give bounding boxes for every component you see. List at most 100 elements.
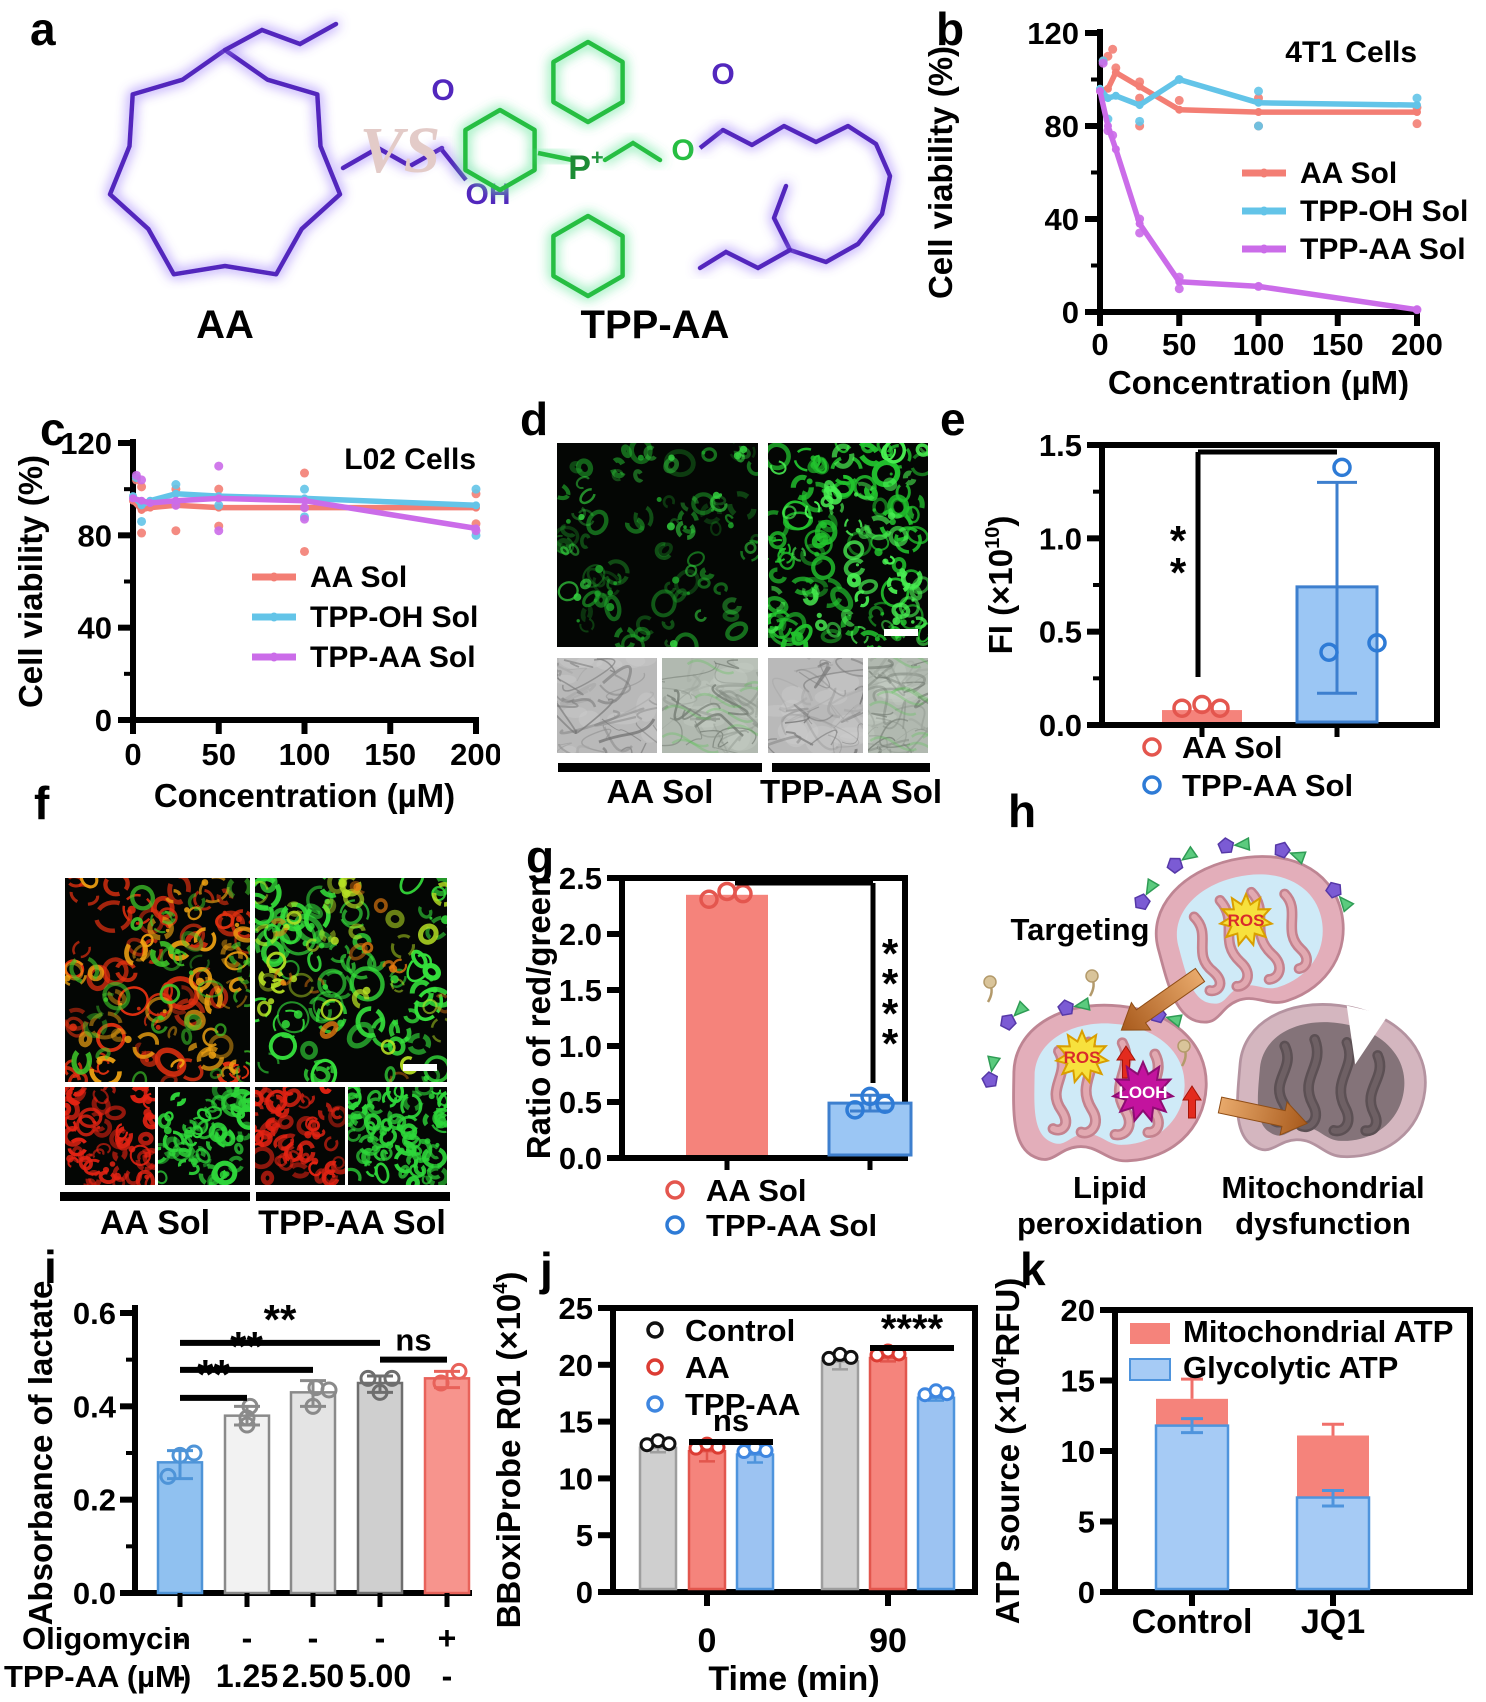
significance-e: ** [1170, 449, 1337, 677]
fluorescence-image [255, 878, 447, 1082]
svg-text:*: * [1170, 549, 1187, 596]
panel-j-bboxiprobe-bar: 0 5 10 15 20 25 BBoxiProbe R01 (×104) 0 90 Contro… [480, 1235, 980, 1702]
svg-text:*: * [1170, 517, 1187, 564]
k-bar-jq1: JQ1 [1295, 1422, 1371, 1641]
tpp-aa-molecule-icon [1000, 1000, 1030, 1031]
process-arrow-icon [1217, 1096, 1308, 1136]
fluorescence-uptake-images: AA Sol TPP-AA Sol [557, 443, 942, 810]
svg-text:0.2: 0.2 [73, 1483, 116, 1518]
svg-text:**: ** [197, 1351, 230, 1398]
svg-text:0: 0 [1062, 295, 1079, 330]
panel-letter-j: j [540, 1243, 553, 1295]
svg-text:ROS: ROS [1064, 1048, 1101, 1067]
svg-text:AA Sol: AA Sol [1300, 157, 1397, 190]
mitochondrion-peroxidation [1012, 1003, 1208, 1163]
svg-text:TPP-AA: TPP-AA [685, 1387, 800, 1422]
bar-aa-sol: AA Sol [1142, 694, 1282, 765]
svg-text:TPP-AA Sol: TPP-AA Sol [310, 641, 476, 674]
svg-text:O: O [431, 74, 454, 107]
svg-text:15: 15 [559, 1405, 593, 1440]
svg-text:-: - [308, 1620, 319, 1656]
svg-text:1.0: 1.0 [1039, 521, 1082, 556]
svg-text:-: - [242, 1620, 253, 1656]
svg-text:L02 Cells: L02 Cells [344, 443, 476, 476]
svg-text:0.5: 0.5 [559, 1085, 602, 1120]
panel-letter-f: f [34, 777, 50, 829]
ros-badge [1217, 891, 1275, 948]
bar-tpp-aa-sol: TPP-AA Sol [1142, 457, 1387, 803]
svg-text:2.50: 2.50 [282, 1658, 344, 1694]
scale-bar [403, 1064, 437, 1071]
tpp-aa-molecule-icon [1057, 996, 1091, 1017]
series-tpp-aa-sol: TPP-AA Sol [1096, 58, 1466, 315]
svg-text:Mitochondrial: Mitochondrial [1221, 1170, 1424, 1205]
svg-text:15: 15 [1061, 1364, 1095, 1399]
svg-text:TPP-AA (µM): TPP-AA (µM) [4, 1659, 191, 1694]
svg-text:-: - [175, 1658, 186, 1694]
svg-text:TPP-OH Sol: TPP-OH Sol [310, 601, 478, 634]
bar-chart-j: 0 5 10 15 20 25 BBoxiProbe R01 (×104) 0 90 Contro… [490, 1272, 978, 1698]
svg-text:90: 90 [869, 1622, 907, 1660]
significance-g: **** [735, 880, 899, 1083]
atp-source-stacked-bar-chart: 0 5 10 15 20 ATP source (×104RFU) Control JQ1 Mi… [989, 1278, 1473, 1641]
bar-aa-sol: AA Sol [665, 881, 806, 1208]
fluorescence-image [65, 878, 250, 1082]
svg-text:Cell viability (%): Cell viability (%) [922, 46, 959, 299]
fluorescence-image [158, 1087, 250, 1185]
svg-text:200: 200 [1391, 327, 1443, 362]
svg-text:*: * [882, 990, 899, 1037]
svg-text:****: **** [881, 1307, 944, 1351]
viability-l02-line-chart: 0 40 80 120 0 50 100 150 200 Concentration (µM) Ce… [12, 426, 502, 814]
svg-text:BBoxiProbe R01 (×104): BBoxiProbe R01 (×104) [490, 1272, 527, 1629]
panel-c-l02-viability: 0 40 80 120 0 50 100 150 200 Concentration (µM) Ce… [0, 375, 502, 830]
svg-text:TPP-AA Sol: TPP-AA Sol [760, 773, 940, 810]
fluorescence-image [348, 1087, 447, 1185]
fluorescence-image [768, 443, 928, 647]
svg-text:0.5: 0.5 [1039, 615, 1082, 650]
panel-letter-g: g [526, 831, 555, 883]
tpp-aa-molecule-icon [1217, 836, 1251, 854]
j-bar-90-aa [868, 1343, 908, 1591]
panel-k-atp-bar: 0 5 10 15 20 ATP source (×104RFU) Control JQ1 Mi… [975, 1235, 1486, 1702]
tpp-aa-molecule-icon [1166, 845, 1199, 874]
panel-letter-i: i [44, 1241, 57, 1293]
svg-text:1.5: 1.5 [559, 973, 602, 1008]
svg-text:20: 20 [1061, 1293, 1095, 1328]
panel-letter-e: e [940, 393, 966, 445]
svg-text:TPP-AA Sol: TPP-AA Sol [258, 1204, 446, 1242]
tpp-aa-molecule-icon [1325, 881, 1355, 913]
svg-text:-: - [375, 1620, 386, 1656]
svg-text:10: 10 [559, 1461, 593, 1496]
svg-text:40: 40 [1045, 202, 1079, 237]
svg-text:-: - [442, 1658, 453, 1694]
svg-text:ROS: ROS [1228, 911, 1265, 930]
svg-text:AA Sol: AA Sol [706, 1173, 806, 1208]
svg-text:120: 120 [1027, 16, 1079, 51]
panel-b-4t1-viability: 0 40 80 120 0 50 100 150 200 Concentration (µM) Ce… [920, 0, 1486, 405]
svg-text:Concentration (µM): Concentration (µM) [1108, 364, 1409, 400]
j-bar-90-tpp-aa [916, 1383, 956, 1591]
svg-text:2.5: 2.5 [559, 861, 602, 896]
panel-letter-b: b [936, 3, 965, 55]
svg-text:TPP-AA Sol: TPP-AA Sol [1300, 233, 1466, 266]
panel-e-fi-bar: 0.0 0.5 1.0 1.5 FI (×1010) AA Sol TPP-AA Sol * * [930, 375, 1486, 820]
svg-text:LOOH: LOOH [1118, 1083, 1167, 1102]
lipid-anchor-icon [1085, 969, 1099, 983]
svg-text:AA: AA [685, 1350, 730, 1385]
brightfield-image [662, 658, 758, 753]
series-tpp-aa-sol: TPP-AA Sol [129, 461, 481, 674]
svg-text:AA Sol: AA Sol [100, 1204, 210, 1242]
tpp-aa-molecule-icon [981, 1055, 1002, 1088]
svg-text:1.0: 1.0 [559, 1029, 602, 1064]
lactate-bar-3 [356, 1369, 404, 1607]
panel-i-lactate-bar: 0.0 0.2 0.4 0.6 Absorbance of lactate ** ** ** n… [0, 1235, 500, 1702]
svg-text:0.4: 0.4 [73, 1389, 117, 1424]
svg-text:20: 20 [559, 1348, 593, 1383]
brightfield-image [768, 658, 863, 753]
svg-text:0: 0 [95, 703, 112, 738]
svg-text:Cell viability (%): Cell viability (%) [12, 455, 49, 708]
svg-text:200: 200 [450, 737, 500, 772]
